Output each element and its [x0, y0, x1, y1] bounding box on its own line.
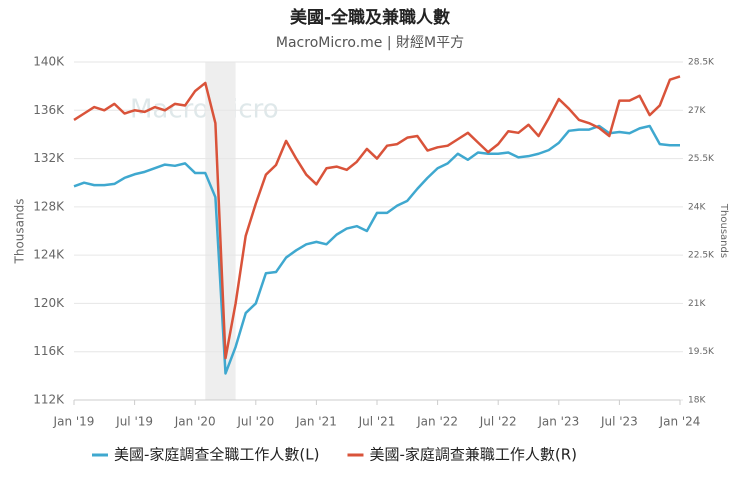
legend-label: 美國-家庭調查全職工作人數(L) [114, 446, 319, 464]
y-tick-label: 124K [33, 248, 65, 262]
y-tick-label: 132K [33, 151, 65, 165]
y-axis-title: Thousands [13, 199, 27, 265]
x-tick-label: Jul '19 [115, 415, 153, 429]
x-tick-label: Jan '19 [53, 415, 95, 429]
y2-tick-label: 28.5K [688, 58, 715, 68]
series-line [73, 75, 681, 360]
y2-tick-label: 21K [688, 299, 706, 309]
legend-label: 美國-家庭調查兼職工作人數(R) [369, 446, 577, 464]
x-tick-label: Jul '22 [479, 415, 517, 429]
y2-tick-label: 19.5K [688, 347, 715, 357]
y-tick-label: 112K [33, 393, 65, 407]
y2-tick-label: 18K [688, 396, 706, 406]
watermark: MacroMicro [130, 95, 279, 125]
chart-title: 美國-全職及兼職人數 [290, 7, 450, 28]
series-line [73, 124, 680, 375]
y-tick-label: 128K [33, 199, 65, 213]
y-tick-label: 136K [33, 103, 65, 117]
y2-tick-label: 24K [688, 202, 706, 212]
y2-tick-label: 27K [688, 106, 706, 116]
x-tick-label: Jan '21 [295, 415, 337, 429]
y2-tick-label: 25.5K [688, 154, 715, 164]
y-tick-label: 116K [33, 344, 65, 358]
y2-tick-label: 22.5K [688, 251, 715, 261]
x-tick-label: Jan '23 [537, 415, 579, 429]
chart-subtitle: MacroMicro.me | 財經M平方 [276, 35, 464, 51]
y-tick-label: 120K [33, 296, 65, 310]
x-tick-label: Jan '22 [416, 415, 458, 429]
x-tick-label: Jul '21 [358, 415, 396, 429]
y-tick-label: 140K [33, 55, 65, 69]
x-tick-label: Jul '23 [600, 415, 638, 429]
x-tick-label: Jan '24 [659, 415, 701, 429]
x-tick-label: Jan '20 [174, 415, 216, 429]
y2-axis-title: Thousands [718, 203, 729, 258]
x-tick-label: Jul '20 [236, 415, 274, 429]
